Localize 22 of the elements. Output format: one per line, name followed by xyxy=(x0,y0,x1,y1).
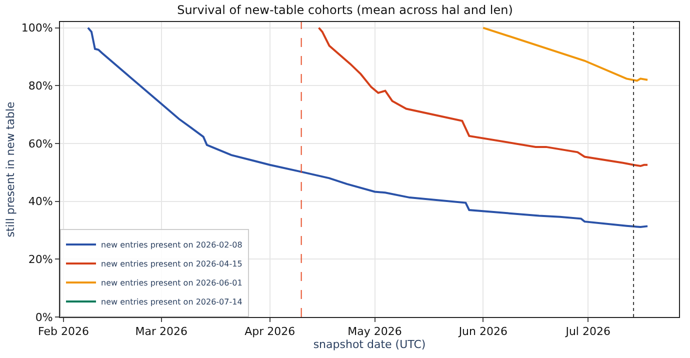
legend-label: new entries present on 2026-07-14 xyxy=(101,298,242,307)
chart-title: Survival of new-table cohorts (mean across hal and len) xyxy=(177,2,513,17)
y-axis-title: still present in new table xyxy=(4,101,17,238)
x-tick-label: Feb 2026 xyxy=(38,325,89,338)
y-tick-label: 60% xyxy=(28,137,53,150)
y-tick-label: 40% xyxy=(28,195,53,208)
x-tick-label: Jun 2026 xyxy=(458,325,508,338)
legend-label: new entries present on 2026-04-15 xyxy=(101,260,242,269)
line-series xyxy=(482,26,649,82)
y-tick-label: 80% xyxy=(28,79,53,92)
legend-label: new entries present on 2026-06-01 xyxy=(101,278,242,288)
x-tick-label: May 2026 xyxy=(348,325,402,338)
y-tick-label: 100% xyxy=(21,22,53,35)
line-series xyxy=(86,26,649,228)
line-series xyxy=(318,26,649,168)
y-tick-label: 20% xyxy=(28,253,53,266)
y-tick-label: 0% xyxy=(35,310,53,324)
x-axis-title: snapshot date (UTC) xyxy=(313,338,426,352)
x-tick-label: Apr 2026 xyxy=(244,325,296,338)
x-tick-label: Jul 2026 xyxy=(564,325,610,338)
legend-label: new entries present on 2026-02-08 xyxy=(101,240,242,250)
x-tick-label: Mar 2026 xyxy=(135,325,188,338)
